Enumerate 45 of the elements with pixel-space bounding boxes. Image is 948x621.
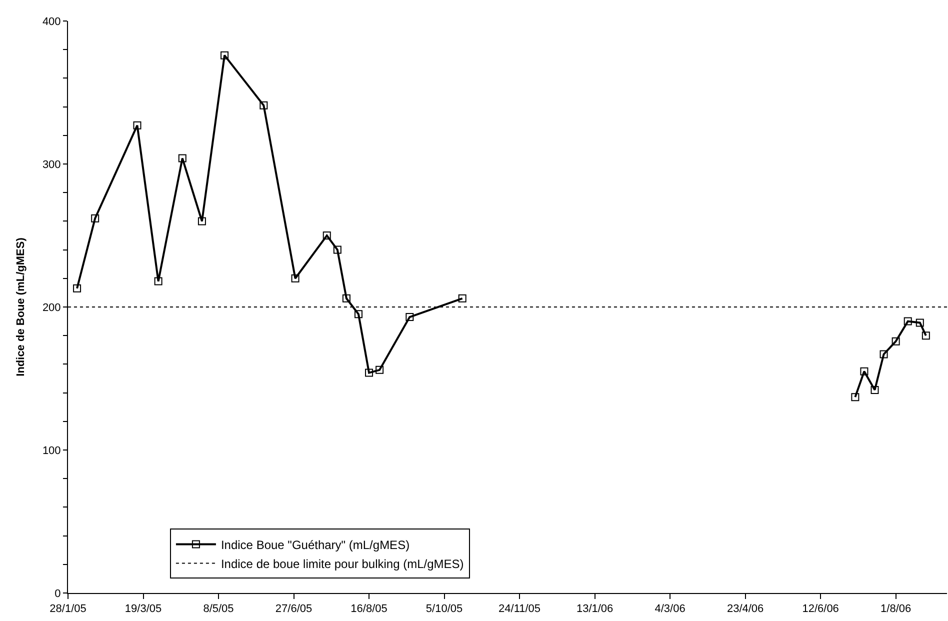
point bbox=[916, 318, 924, 327]
point bbox=[860, 367, 868, 376]
x-tick-label: 16/8/05 bbox=[350, 603, 388, 616]
x-tick-label: 13/1/06 bbox=[576, 603, 614, 616]
point bbox=[880, 350, 888, 358]
point bbox=[322, 232, 331, 240]
point bbox=[178, 154, 186, 162]
y-tick-label: 300 bbox=[42, 158, 61, 171]
point bbox=[198, 217, 206, 226]
y-tick-label: 0 bbox=[54, 588, 61, 600]
point bbox=[458, 294, 466, 302]
x-tick-label: 4/3/06 bbox=[654, 603, 686, 616]
point bbox=[260, 101, 268, 110]
y-axis-title: Indice de Boue (mL/gMES) bbox=[15, 237, 28, 376]
point bbox=[91, 214, 100, 222]
point bbox=[870, 386, 879, 394]
x-tick-label: 8/5/05 bbox=[203, 603, 234, 616]
point bbox=[154, 277, 162, 286]
point bbox=[354, 310, 362, 318]
y-tick-label: 200 bbox=[42, 302, 61, 314]
point bbox=[376, 366, 384, 374]
y-tick-label: 400 bbox=[42, 16, 61, 28]
point bbox=[73, 284, 82, 292]
legend-label: Indice de boue limite pour bulking (mL/gMES) bbox=[220, 556, 464, 571]
x-tick-label: 1/8/06 bbox=[880, 603, 912, 616]
point bbox=[333, 246, 342, 254]
point bbox=[406, 313, 414, 322]
x-tick-label: 5/10/05 bbox=[426, 603, 463, 616]
legend-label: Indice Boue "Guéthary" (mL/gMES) bbox=[220, 538, 410, 552]
point bbox=[291, 274, 300, 282]
y-tick-label: 100 bbox=[42, 444, 61, 457]
x-tick-label: 24/11/05 bbox=[498, 603, 541, 616]
x-tick-label: 12/6/06 bbox=[802, 603, 839, 616]
point bbox=[892, 337, 900, 346]
point bbox=[342, 294, 350, 302]
x-tick-label: 23/4/06 bbox=[726, 603, 764, 616]
point bbox=[922, 332, 930, 340]
point bbox=[220, 51, 229, 60]
point bbox=[851, 393, 860, 402]
point bbox=[133, 121, 142, 130]
x-tick-label: 28/1/05 bbox=[50, 603, 86, 616]
point bbox=[365, 368, 374, 377]
point bbox=[904, 317, 912, 326]
x-tick-label: 19/3/05 bbox=[124, 603, 162, 616]
x-tick-label: 27/6/05 bbox=[275, 603, 312, 616]
